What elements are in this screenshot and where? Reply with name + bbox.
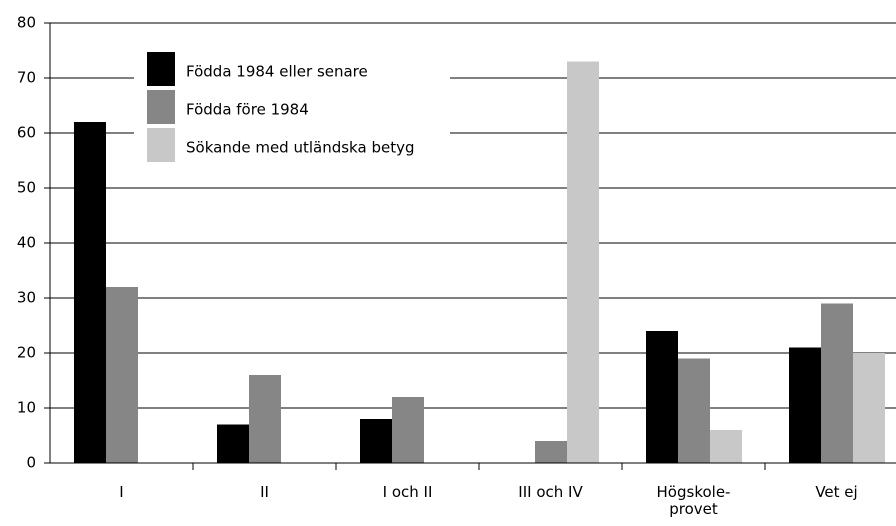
x-tick-label: Högskole- provet bbox=[656, 483, 731, 518]
bar bbox=[710, 430, 742, 463]
x-tick-label: III och IV bbox=[518, 483, 583, 501]
bar bbox=[535, 441, 567, 463]
bar bbox=[646, 331, 678, 463]
bar bbox=[392, 397, 424, 463]
bar bbox=[567, 61, 599, 463]
legend-label: Födda 1984 eller senare bbox=[186, 63, 368, 81]
y-tick-label: 0 bbox=[26, 454, 36, 472]
bar bbox=[249, 375, 281, 463]
y-tick-label: 70 bbox=[17, 69, 36, 87]
y-tick-label: 30 bbox=[17, 289, 36, 307]
bar bbox=[678, 358, 710, 463]
legend-swatch bbox=[147, 128, 175, 162]
bar bbox=[821, 303, 853, 463]
legend-swatch bbox=[147, 52, 175, 86]
bar bbox=[74, 122, 106, 463]
bar bbox=[853, 353, 885, 463]
y-tick-label: 80 bbox=[17, 14, 36, 32]
y-tick-label: 20 bbox=[17, 344, 36, 362]
y-tick-label: 50 bbox=[17, 179, 36, 197]
bar bbox=[360, 419, 392, 463]
legend-label: Födda före 1984 bbox=[186, 101, 309, 119]
legend: Födda 1984 eller senare Födda före 1984 Sö… bbox=[134, 44, 450, 186]
bar bbox=[106, 287, 138, 463]
x-tick-label: Vet ej bbox=[815, 483, 858, 501]
legend-box bbox=[134, 44, 450, 186]
bar bbox=[789, 347, 821, 463]
y-tick-label: 40 bbox=[17, 234, 36, 252]
y-tick-label: 60 bbox=[17, 124, 36, 142]
bar bbox=[217, 424, 249, 463]
x-tick-label: II bbox=[260, 483, 269, 501]
legend-swatch bbox=[147, 90, 175, 124]
x-tick-label: I bbox=[119, 483, 124, 501]
legend-label: Sökande med utländska betyg bbox=[186, 139, 414, 157]
y-tick-label: 10 bbox=[17, 399, 36, 417]
x-tick-label: I och II bbox=[382, 483, 433, 501]
